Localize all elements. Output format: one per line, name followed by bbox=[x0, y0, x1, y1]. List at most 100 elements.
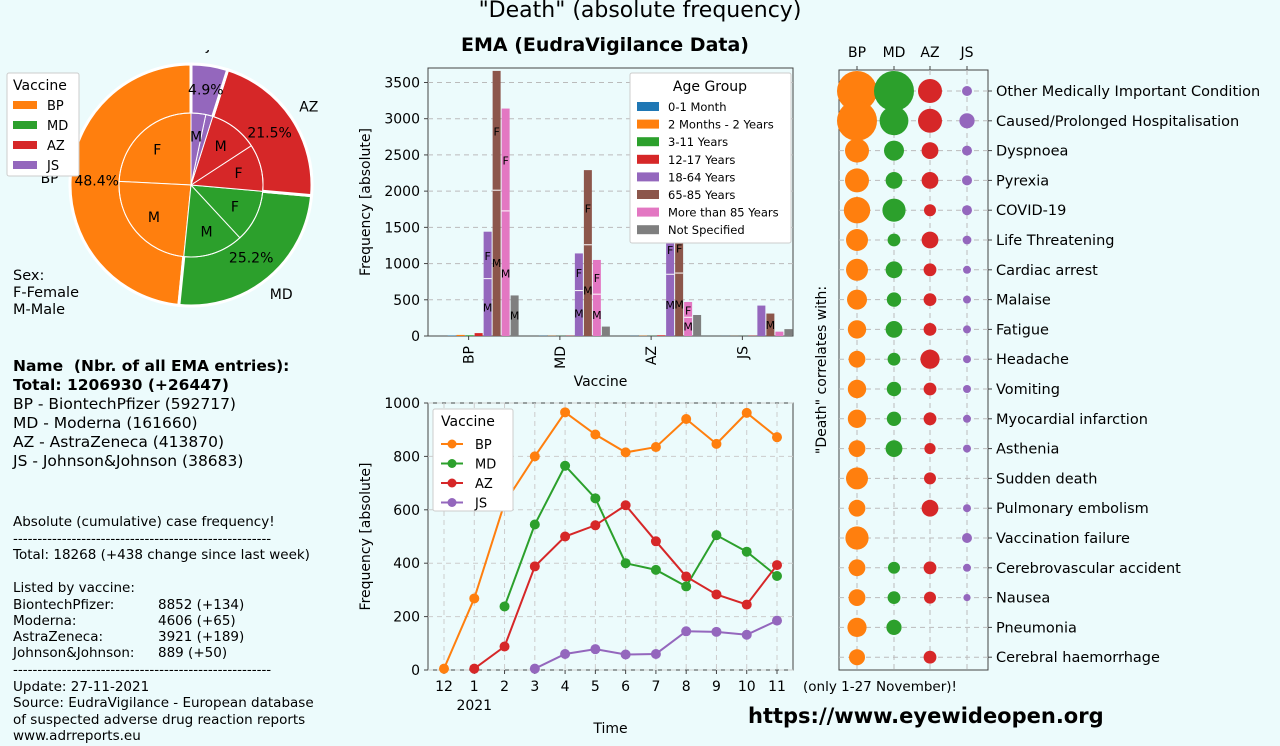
bubble bbox=[886, 292, 902, 307]
bar-legend-label: Not Specified bbox=[668, 223, 745, 237]
bar-ytick-label: 2500 bbox=[384, 148, 420, 164]
bubble-row-label: Cerebrovascular accident bbox=[996, 561, 1181, 577]
pie-legend-label: MD bbox=[47, 119, 68, 134]
bubble bbox=[885, 440, 903, 457]
bar bbox=[510, 295, 519, 336]
bubble bbox=[921, 172, 939, 189]
bar-legend-title: Age Group bbox=[673, 79, 747, 95]
line-point bbox=[741, 407, 752, 418]
bar-sex-label: M bbox=[583, 284, 593, 297]
bar bbox=[666, 223, 675, 336]
bubble bbox=[962, 145, 972, 156]
line-xtick-label: 1 bbox=[470, 679, 479, 695]
line-point bbox=[499, 601, 510, 612]
website-url[interactable]: https://www.eyewideopen.org bbox=[748, 704, 1104, 728]
bubble bbox=[921, 231, 939, 249]
bar-sex-label: F bbox=[685, 305, 691, 318]
stats-row-name: Johnson&Johnson: bbox=[13, 645, 135, 661]
bubble-row-label: Pyrexia bbox=[996, 173, 1049, 189]
pie-inner-ring bbox=[118, 112, 264, 258]
bar-ytick-label: 2000 bbox=[384, 184, 420, 200]
bubble-row-label: Nausea bbox=[996, 591, 1050, 607]
bar-sex-label: F bbox=[576, 267, 582, 280]
bubble bbox=[846, 258, 868, 281]
bar-sex-label: F bbox=[484, 250, 490, 263]
bubble bbox=[923, 263, 937, 277]
bubble bbox=[887, 233, 901, 247]
bubble bbox=[962, 235, 972, 245]
bar-sex-label: M bbox=[766, 319, 776, 332]
bar-legend-label: 65-85 Years bbox=[668, 188, 735, 202]
bar-legend-box bbox=[629, 72, 792, 244]
bubble-ylabel: "Death" correlates with: bbox=[814, 286, 830, 454]
bar bbox=[784, 329, 793, 336]
entry-bp: BP - BiontechPfizer (592717) bbox=[13, 395, 236, 413]
bar-legend-swatch bbox=[637, 225, 659, 235]
bar-xtick-label: BP bbox=[462, 346, 478, 364]
sex-note: Sex: F-Female M-Male bbox=[13, 268, 80, 318]
bubble bbox=[887, 352, 901, 366]
line-point bbox=[590, 429, 601, 440]
pie-sex-label: M bbox=[201, 224, 213, 240]
bar-ytick-label: 1000 bbox=[384, 257, 420, 273]
line-point bbox=[590, 520, 601, 531]
bar bbox=[492, 70, 501, 337]
bubble bbox=[921, 499, 939, 517]
line-xtick-label: 6 bbox=[621, 679, 630, 695]
line-ytick-label: 1000 bbox=[384, 396, 420, 412]
bubble-row-label: Caused/Prolonged Hospitalisation bbox=[996, 114, 1239, 130]
bar-sex-label: M bbox=[510, 310, 520, 323]
line-point bbox=[620, 500, 631, 511]
bubble-row-label: Malaise bbox=[996, 293, 1051, 309]
bubble bbox=[847, 617, 867, 638]
line-xtick-label: 4 bbox=[561, 679, 570, 695]
bubble bbox=[837, 100, 877, 141]
line-ytick-label: 400 bbox=[393, 556, 420, 572]
line-point bbox=[590, 644, 601, 655]
line-point bbox=[560, 531, 571, 542]
line-xtick-label: 2 bbox=[500, 679, 509, 695]
total-entries: Total: 1206930 (+26447) bbox=[13, 376, 229, 394]
bubble bbox=[963, 265, 971, 274]
bubble bbox=[962, 175, 972, 186]
bar-sex-label: M bbox=[592, 309, 602, 322]
line-xtick-label: 10 bbox=[738, 679, 756, 695]
bubble bbox=[885, 172, 903, 189]
pie-legend-swatch bbox=[13, 141, 37, 149]
bar-sex-label: M bbox=[665, 299, 675, 312]
bar-ytick-label: 1500 bbox=[384, 220, 420, 236]
bubble bbox=[923, 293, 937, 306]
month-note: (only 1-27 November)! bbox=[803, 679, 957, 695]
pie-percent-label: 4.9% bbox=[188, 82, 224, 98]
bubble-row-label: Fatigue bbox=[996, 322, 1049, 338]
bar-sex-label: M bbox=[501, 267, 511, 280]
pie-percent-label: 25.2% bbox=[229, 251, 273, 267]
bar bbox=[465, 335, 474, 336]
bubble bbox=[963, 414, 971, 423]
line-point bbox=[681, 571, 692, 582]
line-point bbox=[620, 447, 631, 458]
line-point bbox=[529, 561, 540, 572]
bubble bbox=[924, 204, 936, 217]
line-point bbox=[650, 648, 661, 659]
stats-heading: Absolute (cumulative) case frequency! bbox=[13, 514, 275, 530]
line-xtick-label: 7 bbox=[651, 679, 660, 695]
line-point bbox=[499, 641, 510, 652]
bar-ytick-label: 3500 bbox=[384, 75, 420, 91]
bubble bbox=[962, 533, 972, 543]
bar-xtick-label: MD bbox=[553, 346, 569, 369]
line-point bbox=[529, 519, 540, 530]
line-legend-label: JS bbox=[474, 497, 487, 512]
pie-legend-label: JS bbox=[46, 159, 59, 174]
line-xtick-label: 3 bbox=[530, 679, 539, 695]
bar-sex-label: F bbox=[502, 155, 508, 168]
pie-legend-title: Vaccine bbox=[13, 78, 67, 94]
bubble-plot-frame bbox=[838, 69, 989, 671]
line-ytick-label: 800 bbox=[393, 449, 420, 465]
line-legend-label: MD bbox=[475, 458, 496, 473]
line-ytick-label: 200 bbox=[393, 610, 420, 626]
bar bbox=[601, 326, 610, 336]
bar-sex-label: F bbox=[594, 272, 600, 285]
